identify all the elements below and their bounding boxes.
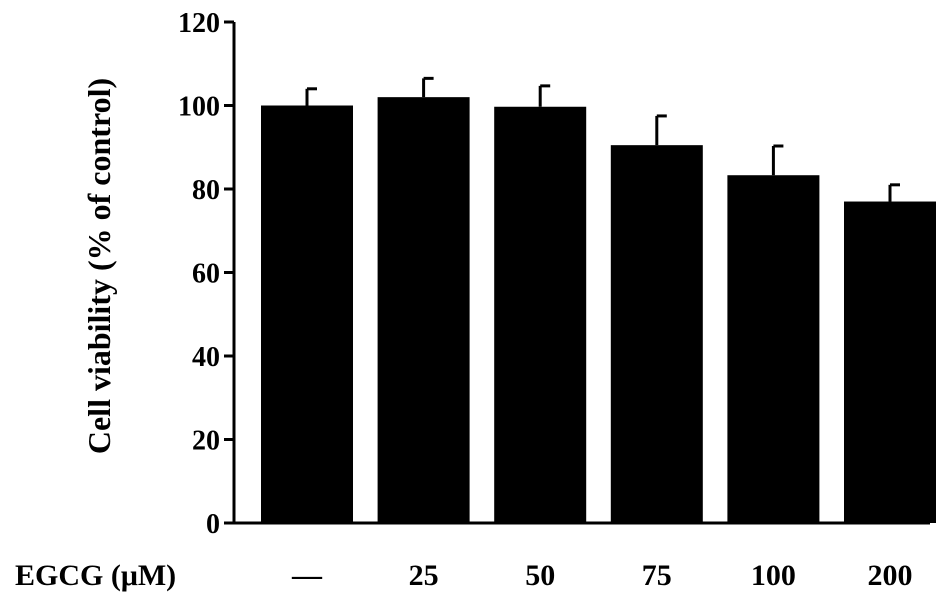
x-category-label: 25	[409, 559, 439, 592]
error-bars	[305, 76, 900, 202]
x-category-labels: — 25 50 75 100 200	[291, 559, 913, 592]
x-category-label: 100	[751, 559, 796, 592]
y-axis-title: Cell viability (% of control)	[81, 78, 117, 454]
y-tick-label: 40	[192, 342, 220, 373]
y-tick-label: 80	[192, 175, 220, 206]
x-category-label: 75	[642, 559, 672, 592]
x-category-label: 200	[868, 559, 913, 592]
y-tick-label: 20	[192, 426, 220, 457]
x-axis-title: EGCG (μM)	[15, 559, 176, 592]
y-tick-label: 100	[178, 92, 220, 123]
bar	[844, 201, 936, 523]
bar	[494, 106, 587, 523]
y-tick-label: 0	[206, 509, 220, 540]
x-category-label: 50	[525, 559, 555, 592]
y-axis-ticks: 0 20 40 60 80 100 120	[178, 8, 234, 540]
y-tick-label: 120	[178, 8, 220, 39]
bar	[727, 175, 820, 523]
bar	[377, 97, 470, 524]
x-category-label: —	[291, 559, 323, 592]
bar	[610, 145, 703, 523]
y-tick-label: 60	[192, 259, 220, 290]
bar	[261, 105, 353, 523]
bars	[261, 97, 936, 524]
